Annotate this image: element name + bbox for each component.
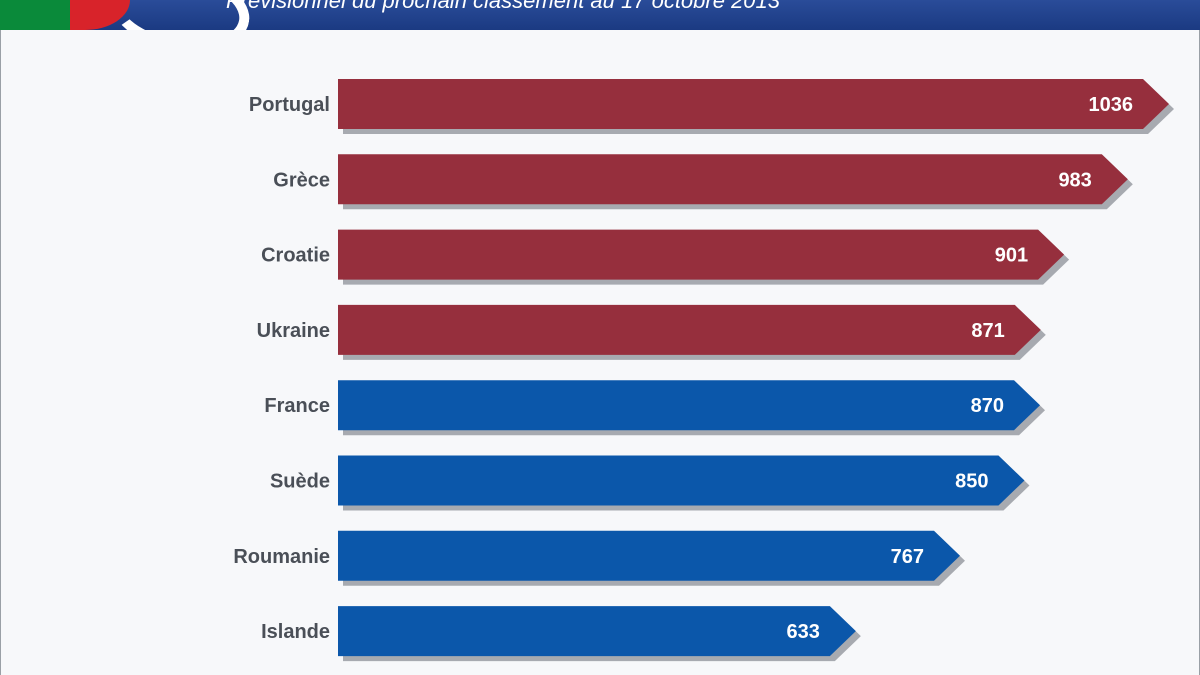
- bar-suède: [338, 455, 1025, 506]
- category-label: Ukraine: [257, 320, 330, 342]
- value-label: 983: [1058, 169, 1091, 191]
- bar-croatie: [338, 229, 1065, 280]
- value-label: 767: [891, 546, 924, 568]
- bar-grèce: [338, 154, 1128, 205]
- value-label: 871: [971, 320, 1004, 342]
- value-label: 870: [971, 395, 1004, 417]
- category-label: Islande: [261, 621, 330, 643]
- bar-islande: [338, 606, 856, 657]
- bar-ukraine: [338, 304, 1041, 355]
- category-label: Suède: [270, 471, 330, 493]
- bar-portugal: [338, 79, 1169, 129]
- header-subtitle: Prévisionnel du prochain classement au 1…: [226, 0, 781, 13]
- category-label: Croatie: [261, 245, 330, 267]
- category-label: France: [264, 395, 330, 417]
- bar-france: [338, 380, 1041, 431]
- value-label: 850: [955, 471, 988, 493]
- category-label: Roumanie: [233, 546, 330, 568]
- header-banner: Prévisionnel du prochain classement au 1…: [0, 0, 1200, 30]
- value-label: 1036: [1089, 94, 1134, 116]
- category-label: Grèce: [273, 169, 330, 191]
- flag-green-stripe: [0, 0, 70, 30]
- value-label: 633: [786, 621, 819, 643]
- bar-roumanie: [338, 530, 960, 581]
- category-label: Portugal: [249, 94, 330, 116]
- value-label: 901: [995, 245, 1028, 267]
